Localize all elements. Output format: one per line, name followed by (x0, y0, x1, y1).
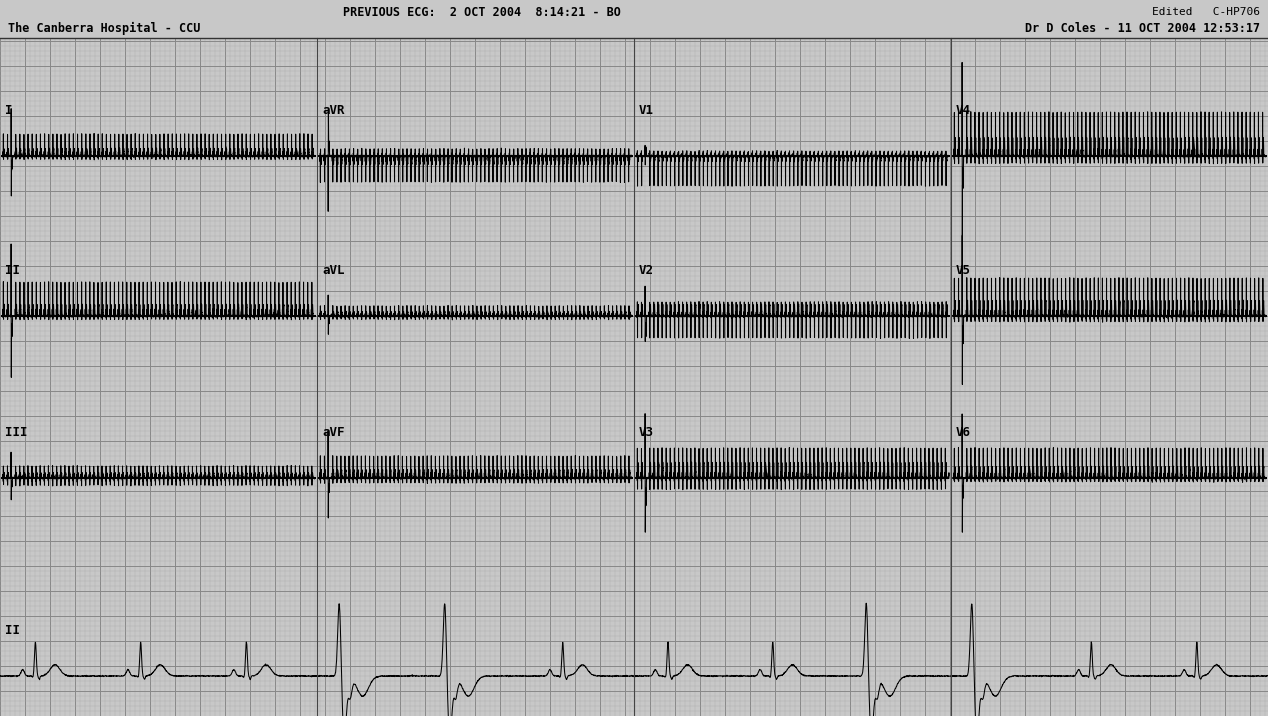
Text: PREVIOUS ECG:  2 OCT 2004  8:14:21 - BO: PREVIOUS ECG: 2 OCT 2004 8:14:21 - BO (342, 6, 621, 19)
Text: Edited   C-HP706: Edited C-HP706 (1153, 7, 1260, 17)
Text: V4: V4 (956, 105, 971, 117)
Text: V1: V1 (639, 105, 654, 117)
Text: II: II (5, 624, 20, 637)
Text: aVF: aVF (322, 427, 345, 440)
Text: V5: V5 (956, 264, 971, 278)
Text: III: III (5, 427, 28, 440)
Text: aVL: aVL (322, 264, 345, 278)
Bar (0, 0, 1268, 38)
Text: aVR: aVR (322, 105, 345, 117)
Text: V2: V2 (639, 264, 654, 278)
Text: V6: V6 (956, 427, 971, 440)
Text: I: I (5, 105, 13, 117)
Text: V3: V3 (639, 427, 654, 440)
Text: Dr D Coles - 11 OCT 2004 12:53:17: Dr D Coles - 11 OCT 2004 12:53:17 (1025, 21, 1260, 34)
Text: The Canberra Hospital - CCU: The Canberra Hospital - CCU (8, 21, 200, 34)
Text: II: II (5, 264, 20, 278)
